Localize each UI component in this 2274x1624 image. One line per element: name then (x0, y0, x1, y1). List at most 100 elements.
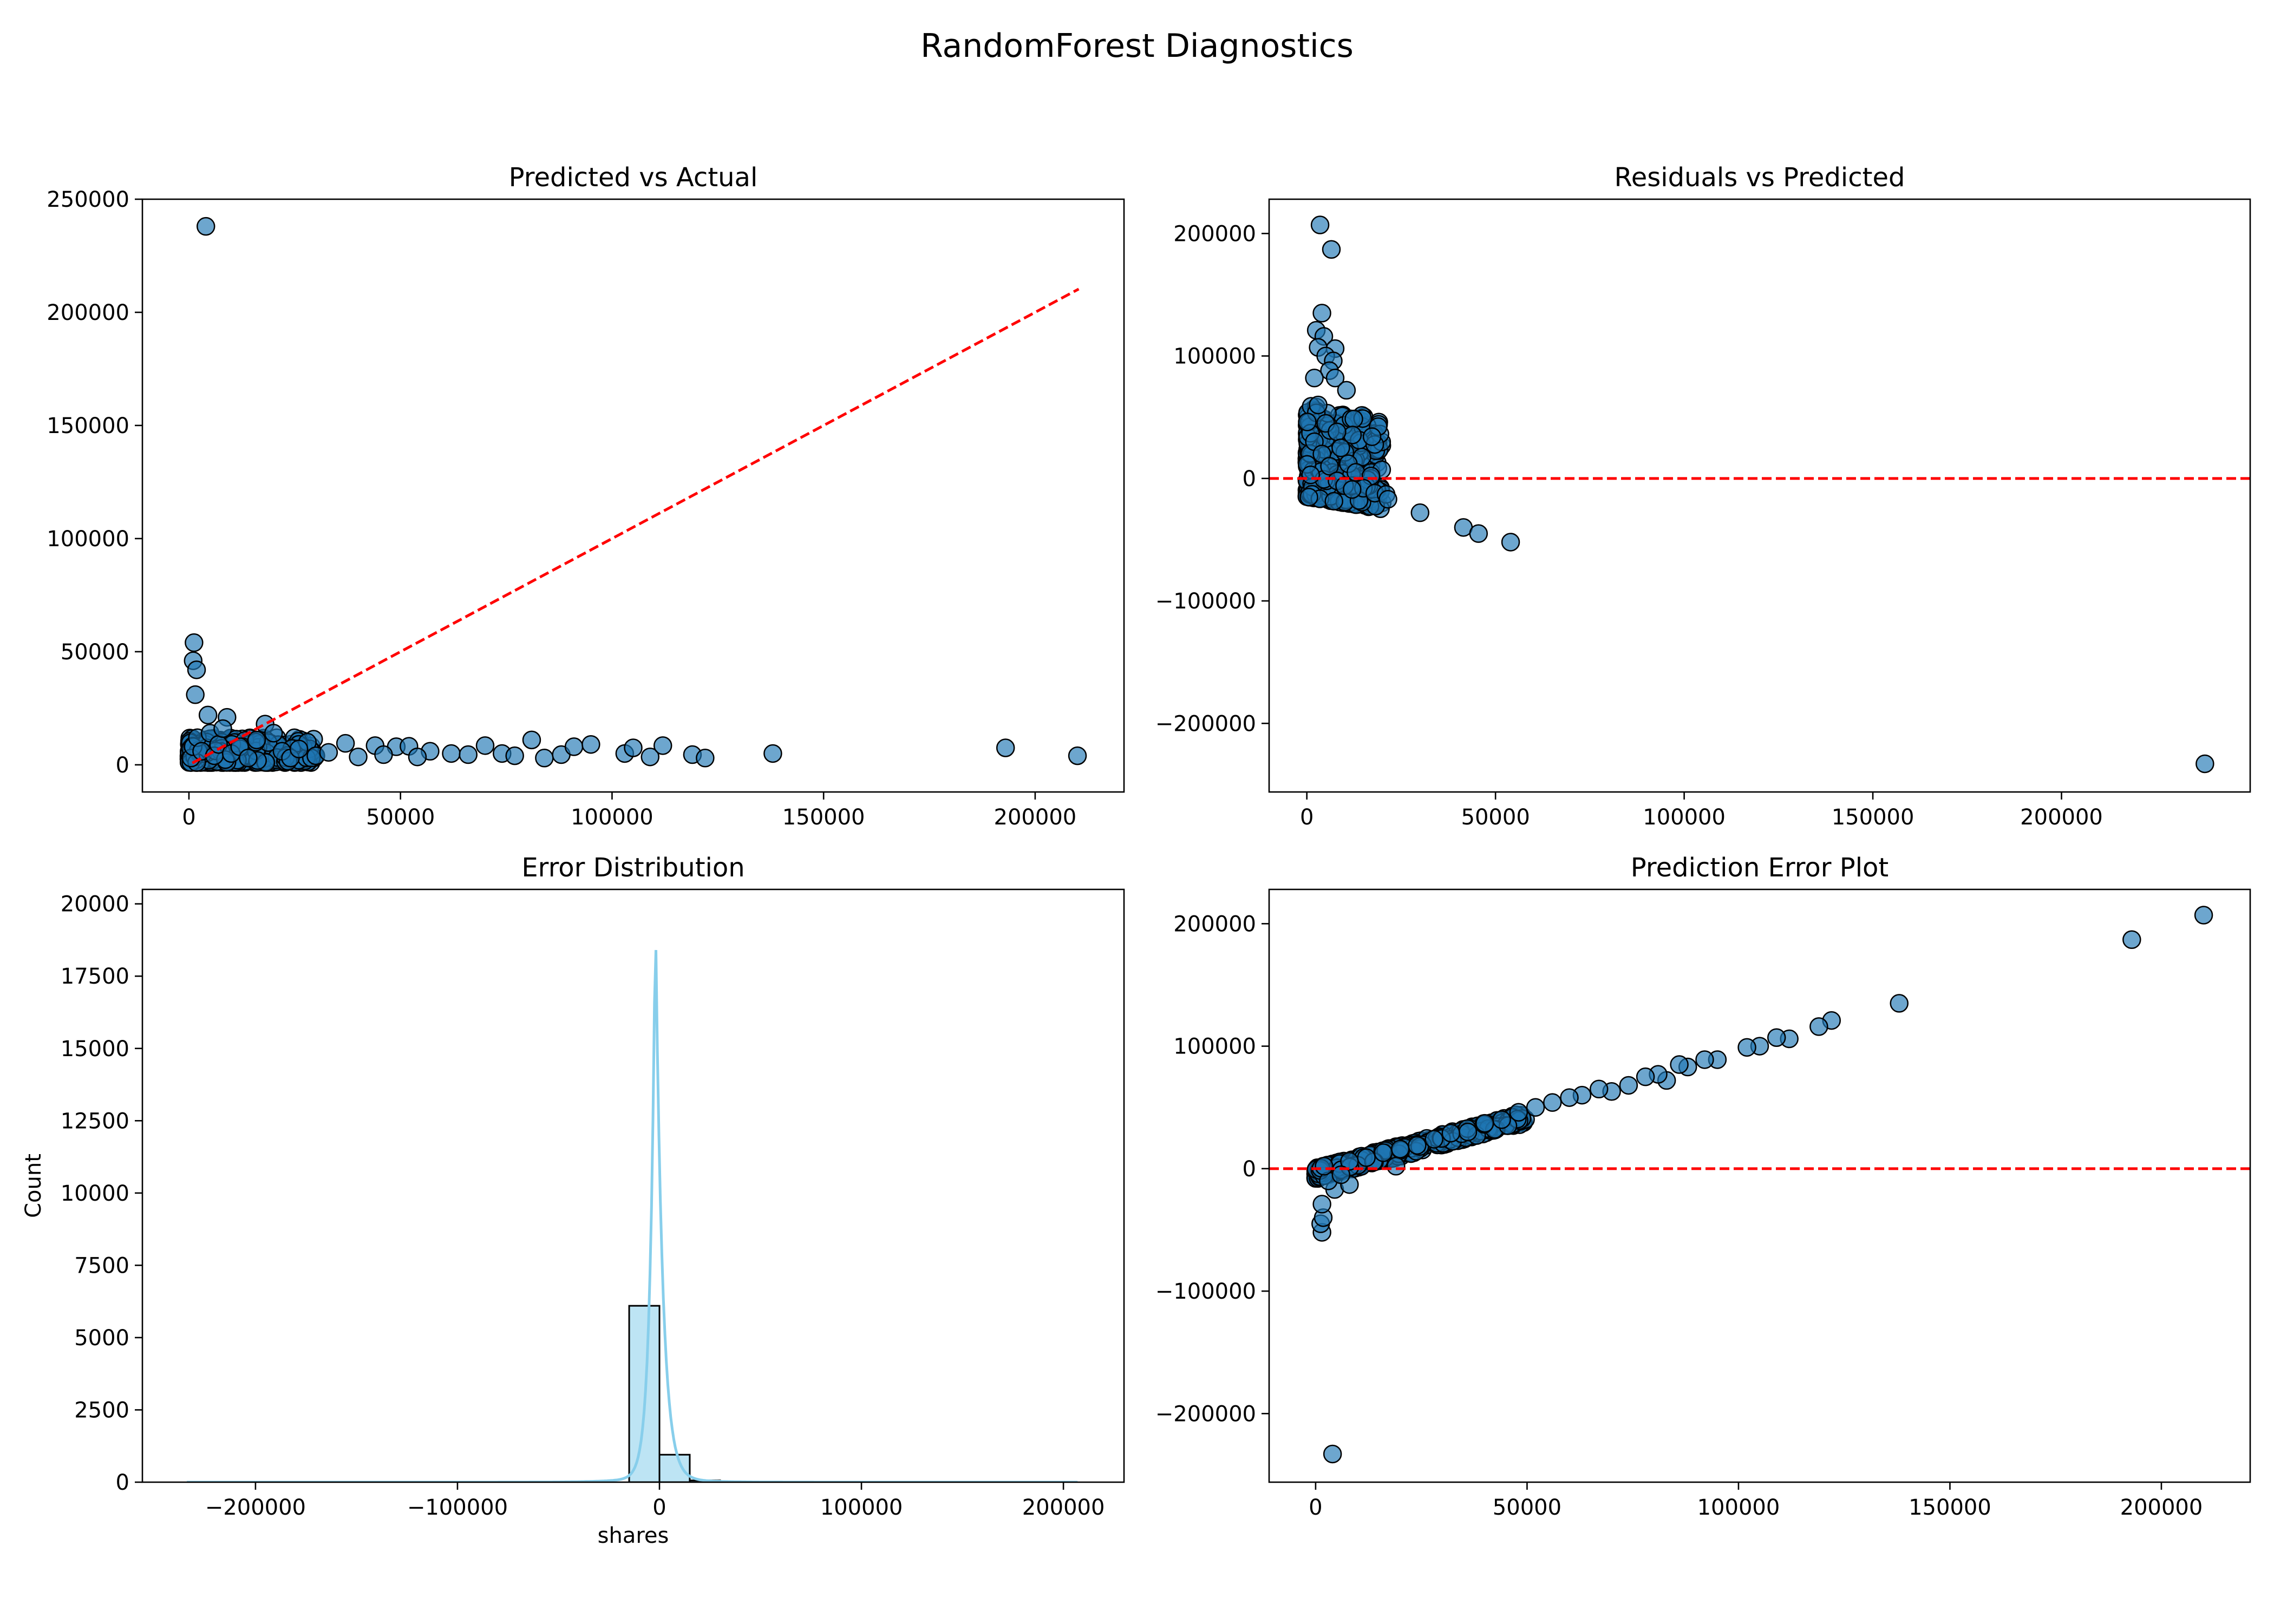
scatter-point (1492, 1110, 1511, 1129)
scatter-point (1374, 1143, 1393, 1162)
panel-predicted-vs-actual: 0 50000 100000 150000 200000 0 50000 100000 1500… (47, 162, 1125, 830)
scatter-point (1589, 1079, 1609, 1099)
y-tick-label: 17500 (61, 964, 129, 989)
scatter-point (1301, 465, 1320, 484)
scatter-point (1343, 480, 1362, 499)
x-tick-label: 200000 (994, 805, 1077, 830)
scatter-point (505, 746, 524, 765)
y-tick-label: 0 (1243, 467, 1256, 492)
scatter-point (1315, 1157, 1334, 1176)
y-tick-label: −200000 (1155, 711, 1256, 736)
scatter-point (1323, 1444, 1342, 1464)
scatter-point (213, 719, 232, 738)
scatter-point (1324, 492, 1344, 511)
panel-title: Error Distribution (521, 853, 744, 883)
panel-residuals-vs-predicted: 0 50000 100000 150000 200000 −200000 −100000 0 1… (1155, 162, 2251, 830)
plot-area (187, 949, 1078, 1482)
y-axis-label: Count (21, 1154, 46, 1218)
x-tick-label: 0 (1309, 1495, 1322, 1520)
scatter-point (239, 749, 258, 768)
scatter-point (624, 738, 643, 757)
y-tick-label: 100000 (1173, 1034, 1256, 1059)
plot-area (1269, 215, 2250, 774)
scatter-point (1526, 1098, 1545, 1117)
scatter-point (1357, 1148, 1376, 1167)
x-tick-label: 0 (1300, 805, 1314, 830)
y-tick-label: 200000 (1173, 221, 1256, 246)
kde-curve (187, 949, 1078, 1482)
axes-frame (1268, 198, 2251, 793)
x-tick-label: 150000 (1909, 1495, 1991, 1520)
scatter-point (459, 745, 478, 764)
x-tick-label: 50000 (1493, 1495, 1561, 1520)
x-tick-label: 100000 (1697, 1495, 1780, 1520)
scatter-point (996, 738, 1015, 757)
y-tick-label: 50000 (61, 640, 129, 665)
histogram-bar (658, 1453, 691, 1482)
y-tick-label: 0 (1243, 1157, 1256, 1182)
x-axis-label: shares (598, 1523, 669, 1548)
scatter-point (336, 734, 355, 753)
scatter-point (198, 705, 218, 725)
scatter-point (1501, 533, 1520, 552)
scatter-point (1344, 409, 1363, 429)
panel-prediction-error-plot: 0 50000 100000 150000 200000 −200000 −100000 0 1… (1155, 853, 2251, 1520)
scatter-point (1309, 395, 1328, 415)
y-tick-label: 100000 (1173, 344, 1256, 369)
x-tick-label: 150000 (1832, 805, 1914, 830)
scatter-point (187, 660, 206, 679)
scatter-point (1890, 994, 1909, 1013)
x-tick-label: −100000 (407, 1495, 508, 1520)
scatter-point (1390, 1140, 1410, 1158)
scatter-point (1475, 1114, 1494, 1133)
y-tick-label: 200000 (47, 300, 129, 325)
scatter-point (185, 633, 204, 652)
scatter-point (1328, 422, 1347, 442)
y-tick-label: 7500 (74, 1253, 129, 1278)
scatter-point (1509, 1103, 1528, 1122)
scatter-point (1408, 1136, 1427, 1155)
scatter-point (1410, 503, 1430, 522)
scatter-point (1305, 369, 1324, 388)
scatter-point (289, 739, 309, 758)
x-tick-label: −200000 (205, 1495, 306, 1520)
scatter-point (1378, 490, 1397, 509)
scatter-point (349, 747, 368, 767)
scatter-point (264, 724, 283, 743)
scatter-point (319, 743, 338, 762)
scatter-point (2195, 754, 2214, 774)
scatter-point (1767, 1028, 1786, 1047)
scatter-point (1636, 1067, 1655, 1086)
scatter-point (653, 736, 672, 755)
scatter-point (475, 736, 495, 755)
scatter-point (763, 744, 782, 763)
axes-frame (141, 888, 1125, 1483)
x-tick-label: 50000 (366, 805, 435, 830)
y-tick-label: 12500 (61, 1109, 129, 1134)
plot-area (179, 217, 1087, 772)
scatter-point (1362, 427, 1382, 446)
scatter-point (2194, 906, 2213, 925)
y-tick-label: −200000 (1155, 1402, 1256, 1426)
scatter-point (564, 737, 584, 756)
y-tick-label: 0 (116, 1470, 129, 1495)
scatter-point (1469, 524, 1488, 543)
scatter-point (1312, 304, 1331, 323)
scatter-point (1331, 438, 1350, 457)
y-tick-label: 20000 (61, 892, 129, 917)
scatter-point (1337, 381, 1356, 400)
panel-title: Residuals vs Predicted (1615, 162, 1905, 193)
x-tick-label: 0 (652, 1495, 666, 1520)
y-tick-label: 150000 (47, 414, 129, 438)
y-tick-label: 0 (116, 753, 129, 778)
scatter-point (1322, 240, 1341, 259)
x-tick-label: 200000 (1022, 1495, 1105, 1520)
scatter-point (1310, 215, 1330, 234)
figure-title: RandomForest Diagnostics (920, 27, 1354, 65)
scatter-point (522, 730, 541, 750)
x-tick-label: 150000 (782, 805, 865, 830)
scatter-point (442, 744, 461, 763)
identity-reference-line (192, 287, 1080, 764)
scatter-point (408, 747, 427, 767)
